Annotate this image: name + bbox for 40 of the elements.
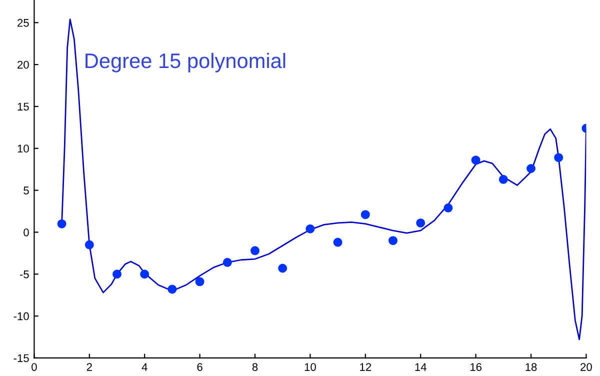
x-tick-label: 18 <box>526 363 537 371</box>
x-tick-label: 10 <box>304 363 316 371</box>
annotation: Degree 15 polynomial <box>86 52 286 72</box>
point <box>278 264 288 273</box>
x-tick-label: 14 <box>415 363 426 371</box>
point <box>168 284 177 294</box>
y-tick-label: 25 <box>18 18 29 27</box>
x-tick-label: 2 <box>86 363 92 371</box>
point <box>333 238 342 247</box>
point <box>57 219 66 228</box>
y-tick-label: -5 <box>20 270 29 278</box>
x-tick-label: 4 <box>142 363 148 371</box>
x-tick-label: 16 <box>470 363 482 371</box>
y-tick-label: 15 <box>18 102 29 111</box>
point <box>416 218 426 228</box>
point <box>84 240 94 250</box>
y-tick-label: 0 <box>24 228 29 236</box>
point <box>388 236 398 246</box>
point <box>471 156 480 165</box>
y-tick-label: 5 <box>24 186 29 194</box>
point <box>444 203 453 212</box>
point <box>306 224 315 234</box>
x-tick-label: 6 <box>197 363 202 371</box>
point <box>140 270 150 279</box>
point <box>195 277 204 286</box>
point <box>222 258 232 267</box>
point <box>554 153 564 162</box>
x-tick-label: 8 <box>252 363 258 371</box>
x-tick-label: 12 <box>360 363 372 371</box>
x-tick-label: 0 <box>32 363 37 371</box>
y-tick-label: 10 <box>18 144 29 153</box>
y-tick-label: -15 <box>14 354 29 362</box>
point <box>498 174 508 184</box>
x-tick-label: 20 <box>580 363 592 371</box>
y-tick-label: 20 <box>18 60 29 69</box>
point <box>526 164 536 173</box>
y-tick-label: -10 <box>14 312 29 320</box>
point <box>250 246 260 256</box>
point <box>112 270 122 279</box>
point <box>360 210 370 220</box>
